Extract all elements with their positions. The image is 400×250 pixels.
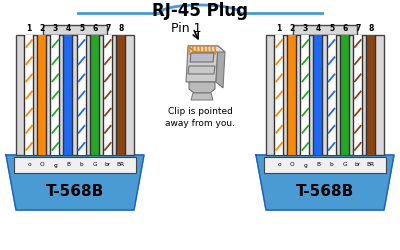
- Text: g: g: [304, 162, 307, 168]
- Text: O: O: [290, 162, 294, 168]
- Polygon shape: [189, 82, 215, 93]
- Text: O: O: [40, 162, 44, 168]
- Polygon shape: [6, 155, 144, 210]
- Polygon shape: [256, 155, 394, 210]
- Text: b: b: [80, 162, 84, 168]
- Text: RJ-45 Plug: RJ-45 Plug: [152, 2, 248, 20]
- Text: br: br: [355, 162, 361, 168]
- Polygon shape: [216, 46, 225, 88]
- Text: br: br: [105, 162, 111, 168]
- Text: 1: 1: [276, 24, 282, 33]
- Text: 4: 4: [316, 24, 321, 33]
- Text: 3: 3: [53, 24, 58, 33]
- Bar: [14, 157, 136, 173]
- Text: 4: 4: [66, 24, 71, 33]
- Text: 2: 2: [40, 24, 45, 33]
- Bar: [42, 25, 108, 35]
- Bar: [16, 35, 134, 155]
- Text: 1: 1: [26, 24, 32, 33]
- Bar: [266, 35, 384, 155]
- Text: 6: 6: [92, 24, 97, 33]
- Text: BR: BR: [367, 162, 375, 168]
- Text: g: g: [54, 162, 57, 168]
- Text: T-568B: T-568B: [296, 184, 354, 199]
- Polygon shape: [188, 66, 215, 74]
- Polygon shape: [188, 46, 225, 52]
- Polygon shape: [191, 93, 213, 100]
- Text: 8: 8: [368, 24, 374, 33]
- Text: B: B: [316, 162, 320, 168]
- Polygon shape: [190, 53, 214, 62]
- Bar: [264, 157, 386, 173]
- Text: 2: 2: [290, 24, 295, 33]
- Text: 5: 5: [79, 24, 84, 33]
- Polygon shape: [186, 46, 218, 82]
- Text: o: o: [277, 162, 281, 168]
- Text: 6: 6: [342, 24, 347, 33]
- Text: BR: BR: [117, 162, 125, 168]
- Bar: [292, 25, 358, 35]
- Text: T-568B: T-568B: [46, 184, 104, 199]
- Text: o: o: [27, 162, 31, 168]
- Text: G: G: [92, 162, 97, 168]
- Text: G: G: [342, 162, 347, 168]
- Text: b: b: [330, 162, 334, 168]
- Text: Pin 1: Pin 1: [171, 22, 201, 35]
- Text: 7: 7: [355, 24, 360, 33]
- Text: 3: 3: [303, 24, 308, 33]
- Text: 5: 5: [329, 24, 334, 33]
- Text: 7: 7: [105, 24, 110, 33]
- Text: B: B: [66, 162, 70, 168]
- Text: 8: 8: [118, 24, 124, 33]
- Text: Clip is pointed
away from you.: Clip is pointed away from you.: [165, 107, 235, 128]
